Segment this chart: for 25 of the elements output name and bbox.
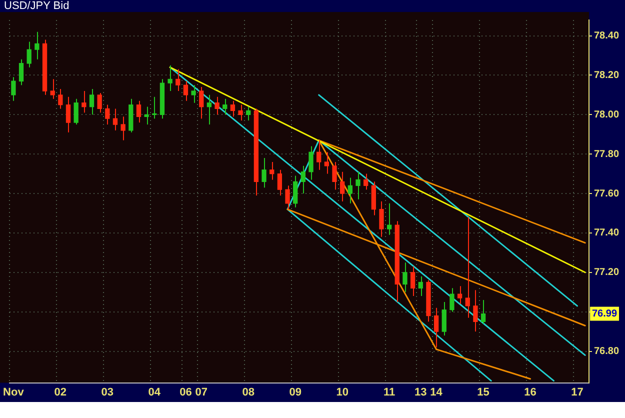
x-tick-label: 16: [524, 386, 536, 398]
chart-title: USD/JPY Bid: [0, 0, 625, 12]
x-tick-label: 08: [242, 386, 254, 398]
x-tick-label: 09: [289, 386, 302, 398]
y-tick-label: 78.20: [594, 70, 620, 81]
x-tick-label: 03: [101, 386, 114, 398]
y-tick-label: 77.20: [594, 267, 620, 278]
x-tick-label: 04: [148, 386, 162, 398]
y-tick-label: 78.40: [594, 30, 620, 42]
x-tick-label: 07: [195, 386, 208, 398]
y-tick-label: 77.60: [594, 188, 620, 200]
x-tick-label: 15: [477, 386, 490, 398]
x-tick-label: 02: [54, 386, 67, 398]
x-tick-label: 10: [336, 386, 348, 398]
x-tick-label: Nov: [3, 386, 25, 398]
y-tick-label: 77.80: [594, 148, 620, 160]
x-tick-label: 13: [414, 386, 427, 398]
y-tick-label: 76.80: [594, 346, 620, 357]
x-tick-label: 11: [383, 386, 396, 398]
y-tick-label: 77.40: [594, 228, 620, 239]
annotation: 76.99: [592, 308, 618, 320]
y-tick-label: 78.00: [594, 109, 620, 120]
x-tick-label: 14: [430, 386, 444, 398]
x-tick-label: 06: [180, 386, 192, 398]
x-tick-label: 17: [571, 386, 584, 398]
